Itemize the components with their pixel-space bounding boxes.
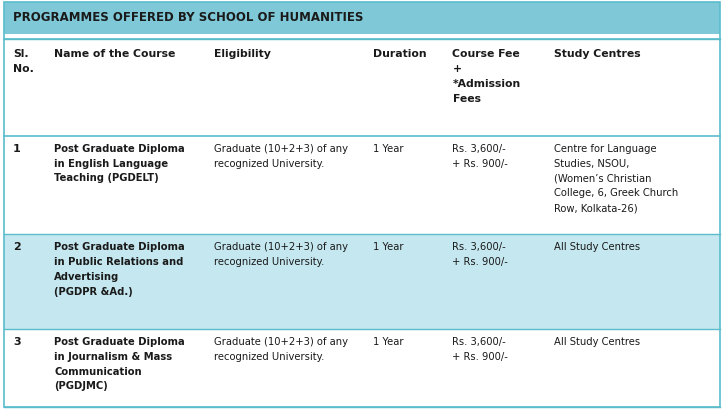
Bar — [4, 136, 720, 234]
Text: 3: 3 — [13, 337, 21, 347]
Text: Graduate (10+2+3) of any
recognized University.: Graduate (10+2+3) of any recognized Univ… — [214, 337, 348, 362]
Text: PROGRAMMES OFFERED BY SCHOOL OF HUMANITIES: PROGRAMMES OFFERED BY SCHOOL OF HUMANITI… — [13, 12, 363, 24]
Text: Name of the Course: Name of the Course — [54, 49, 176, 59]
Text: 1 Year: 1 Year — [373, 337, 403, 347]
Text: Eligibility: Eligibility — [214, 49, 271, 59]
Bar — [4, 329, 720, 407]
Text: Post Graduate Diploma
in Journalism & Mass
Communication
(PGDJMC): Post Graduate Diploma in Journalism & Ma… — [54, 337, 185, 391]
Text: 1 Year: 1 Year — [373, 144, 403, 154]
Text: Post Graduate Diploma
in English Language
Teaching (PGDELT): Post Graduate Diploma in English Languag… — [54, 144, 185, 183]
Text: Rs. 3,600/-
+ Rs. 900/-: Rs. 3,600/- + Rs. 900/- — [452, 337, 508, 362]
Text: Centre for Language
Studies, NSOU,
(Women’s Christian
College, 6, Greek Church
R: Centre for Language Studies, NSOU, (Wome… — [554, 144, 678, 213]
Text: Course Fee
+
*Admission
Fees: Course Fee + *Admission Fees — [452, 49, 521, 104]
Text: Post Graduate Diploma
in Public Relations and
Advertising
(PGDPR &Ad.): Post Graduate Diploma in Public Relation… — [54, 242, 185, 297]
Text: 2: 2 — [13, 242, 21, 252]
Bar — [4, 39, 720, 136]
Text: Graduate (10+2+3) of any
recognized University.: Graduate (10+2+3) of any recognized Univ… — [214, 144, 348, 169]
Text: All Study Centres: All Study Centres — [554, 337, 640, 347]
Text: Duration: Duration — [373, 49, 426, 59]
Bar — [4, 2, 720, 34]
Text: Graduate (10+2+3) of any
recognized University.: Graduate (10+2+3) of any recognized Univ… — [214, 242, 348, 267]
Text: All Study Centres: All Study Centres — [554, 242, 640, 252]
Bar — [4, 234, 720, 329]
Text: Rs. 3,600/-
+ Rs. 900/-: Rs. 3,600/- + Rs. 900/- — [452, 242, 508, 267]
Text: Sl.
No.: Sl. No. — [13, 49, 34, 74]
Text: 1: 1 — [13, 144, 21, 154]
Text: Rs. 3,600/-
+ Rs. 900/-: Rs. 3,600/- + Rs. 900/- — [452, 144, 508, 169]
Text: 1 Year: 1 Year — [373, 242, 403, 252]
Text: Study Centres: Study Centres — [554, 49, 641, 59]
